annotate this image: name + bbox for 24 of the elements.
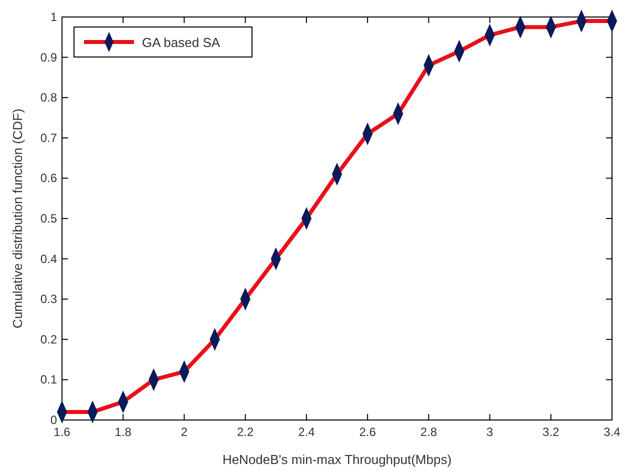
y-tick-label: 0.1 — [40, 372, 58, 387]
x-tick-label: 2.2 — [236, 425, 254, 439]
y-tick-label: 0.2 — [40, 332, 58, 346]
x-tick-label: 3.2 — [542, 425, 560, 439]
y-tick-label: 0.5 — [40, 212, 58, 226]
y-axis-title: Cumulative distribution function (CDF) — [10, 108, 25, 328]
x-axis-title: HeNodeB's min-max Throughput(Mbps) — [222, 452, 452, 467]
y-tick-label: 0 — [50, 413, 58, 427]
y-tick-label: 0.9 — [40, 50, 58, 64]
y-tick-label: 1 — [50, 10, 58, 24]
y-tick-label: 0.6 — [40, 171, 58, 186]
y-tick-label: 0.8 — [40, 90, 58, 105]
x-tick-label: 2.6 — [359, 425, 376, 439]
x-tick-label: 3.4 — [604, 425, 621, 439]
x-tick-label: 1.6 — [54, 425, 71, 439]
y-tick-label: 0.3 — [40, 292, 58, 306]
x-tick-label: 1.8 — [114, 425, 132, 439]
x-tick-label: 2 — [180, 425, 188, 439]
y-tick-label: 0.7 — [40, 130, 58, 145]
legend-label: GA based SA — [142, 35, 220, 50]
x-tick-label: 2.8 — [420, 425, 438, 439]
x-tick-label: 3 — [486, 425, 494, 439]
x-tick-label: 2.4 — [298, 425, 316, 439]
y-tick-label: 0.4 — [40, 252, 58, 266]
